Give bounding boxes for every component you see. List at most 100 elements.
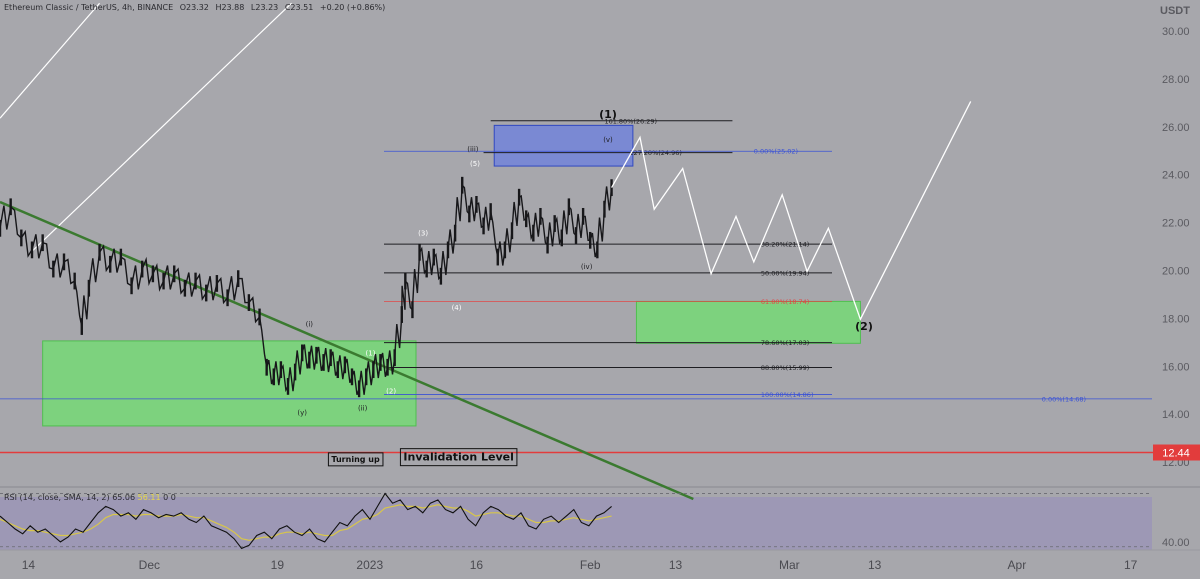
candle-36	[329, 349, 332, 367]
wave-label-3: (v)	[603, 136, 613, 144]
candle-17	[162, 272, 165, 290]
candle-47	[404, 272, 407, 290]
candle-10	[87, 279, 91, 297]
rsi-signal-value: 56.11	[137, 493, 161, 502]
candle-69	[560, 229, 563, 247]
candle-43	[379, 354, 382, 371]
fib-label-8: 88.80%(15.99)	[761, 364, 809, 372]
chart-header: Ethereum Classic / TetherUS, 4h, BINANCE…	[4, 3, 389, 12]
candle-15	[141, 260, 144, 278]
wave-label-4: (iii)	[467, 146, 479, 154]
rsi-value: 65.06	[112, 493, 136, 502]
candle-35	[322, 354, 325, 371]
candle-64	[525, 210, 528, 228]
x-tick-5: 16	[470, 558, 484, 572]
candle-27	[265, 358, 268, 376]
low-value: L23.23	[250, 3, 279, 12]
candle-74	[596, 241, 599, 259]
candle-8	[73, 272, 76, 290]
candle-48	[411, 301, 414, 319]
candle-4	[30, 241, 34, 259]
candle-11	[98, 243, 101, 261]
y-tick-5: 22.00	[1162, 218, 1190, 230]
candle-52	[439, 267, 443, 285]
fib-label-1: 161.80%(26.29)	[604, 117, 657, 125]
target-zone-2	[635, 300, 861, 344]
x-tick-2: Dec	[139, 558, 160, 572]
candle-56	[468, 205, 471, 223]
invalidation-price-label: 12.44	[1162, 448, 1190, 460]
candle-30	[286, 378, 290, 395]
channel-line-1	[0, 2, 101, 119]
annotation-2: Invalidation Level	[399, 448, 518, 467]
candle-14	[130, 277, 133, 295]
target-zone-v	[493, 124, 634, 167]
rsi-line	[0, 492, 612, 550]
y-tick-2: 28.00	[1162, 74, 1190, 86]
rsi-label: RSI (14, close, SMA, 14, 2)	[4, 493, 110, 502]
candle-62	[510, 222, 514, 240]
wave-label-13: (ii)	[358, 404, 368, 412]
x-tick-7: 13	[669, 558, 683, 572]
candle-51	[432, 248, 435, 266]
candle-66	[539, 207, 542, 225]
y-tick-7: 18.00	[1162, 313, 1190, 325]
high-value: H23.88	[215, 3, 245, 12]
open-value: O23.32	[179, 3, 209, 12]
candle-39	[350, 368, 354, 386]
candle-55	[461, 176, 464, 194]
x-tick-3: 19	[271, 558, 285, 572]
annotation-box-2	[399, 448, 518, 467]
candle-33	[308, 351, 311, 369]
x-tick-8: Mar	[779, 558, 800, 572]
symbol-title: Ethereum Classic / TetherUS, 4h, BINANCE	[4, 3, 174, 12]
channel-line-2	[28, 2, 292, 256]
candle-61	[503, 241, 507, 259]
candle-34	[315, 346, 318, 364]
fib-label-5: 50.00%(19.94)	[761, 269, 809, 277]
candle-7	[62, 253, 66, 271]
candle-71	[574, 227, 578, 244]
wave-label-5: (5)	[470, 160, 480, 168]
rsi-value-3: 0	[163, 493, 169, 502]
candle-21	[205, 284, 208, 302]
candle-67	[546, 236, 549, 254]
fib-label-10: 0.00%(14.68)	[1042, 395, 1086, 403]
wave-label-7: (4)	[452, 304, 462, 312]
y-axis-unit: USDT	[1160, 5, 1190, 17]
y-tick-8: 16.00	[1162, 361, 1190, 373]
y-tick-9: 14.00	[1162, 409, 1190, 421]
candle-76	[610, 179, 613, 197]
candle-29	[279, 361, 283, 379]
wave-label-8: (iv)	[581, 263, 593, 271]
candle-18	[173, 265, 176, 283]
candle-46	[400, 306, 403, 323]
candle-19	[183, 279, 187, 297]
candle-24	[237, 270, 240, 288]
candle-54	[453, 224, 457, 242]
fib-label-7: 78.60%(17.03)	[761, 339, 809, 347]
candle-68	[553, 215, 556, 232]
wave-label-11: (2)	[386, 388, 396, 396]
candle-73	[589, 231, 592, 249]
fib-label-4: 38.20%(21.14)	[761, 241, 809, 249]
annotation-text-2: Invalidation Level	[403, 451, 513, 464]
wave-label-12: (y)	[297, 409, 307, 417]
rsi-signal-line	[0, 504, 612, 541]
candle-50	[425, 260, 428, 278]
candle-22	[215, 275, 219, 292]
candle-3	[20, 229, 23, 247]
annotation-1: Turning up	[327, 452, 384, 467]
candle-44	[386, 358, 389, 376]
candle-5	[41, 234, 44, 252]
rsi-value-4: 0	[170, 493, 176, 502]
candle-16	[151, 265, 155, 283]
candle-65	[532, 224, 535, 242]
y-tick-3: 26.00	[1162, 122, 1190, 134]
price-series	[0, 183, 613, 396]
candle-26	[258, 308, 261, 326]
change-value: +0.20 (+0.86%)	[319, 3, 386, 12]
candle-42	[372, 361, 375, 379]
